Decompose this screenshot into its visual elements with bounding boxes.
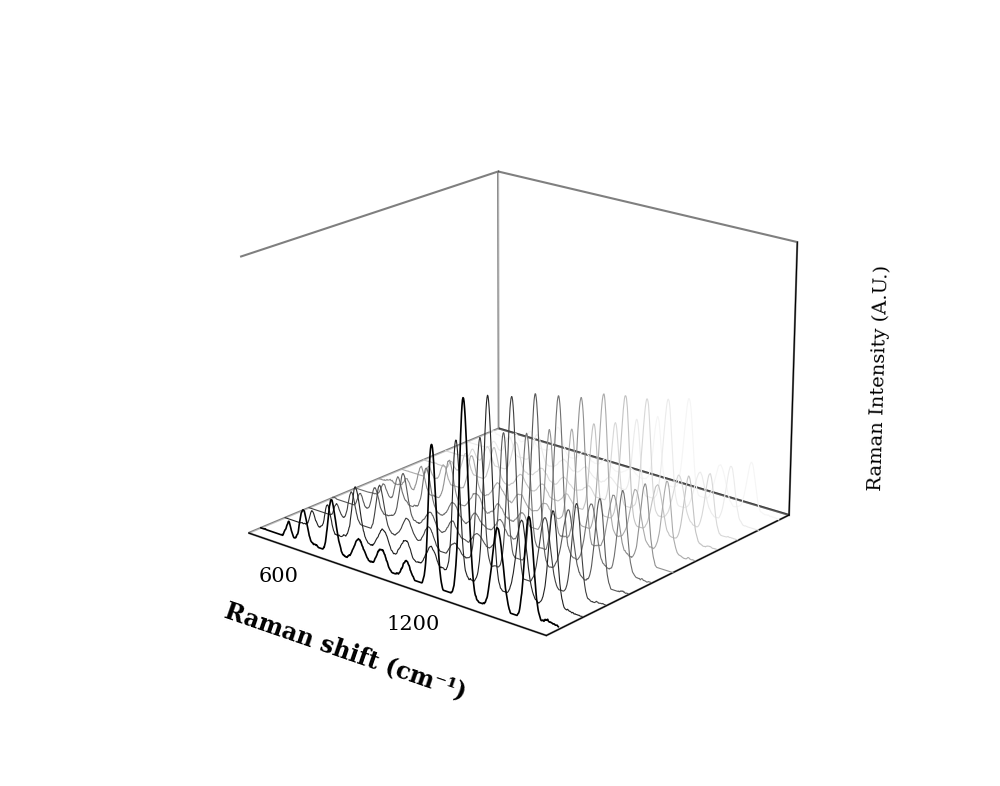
X-axis label: Raman shift (cm⁻¹): Raman shift (cm⁻¹)	[222, 599, 470, 704]
